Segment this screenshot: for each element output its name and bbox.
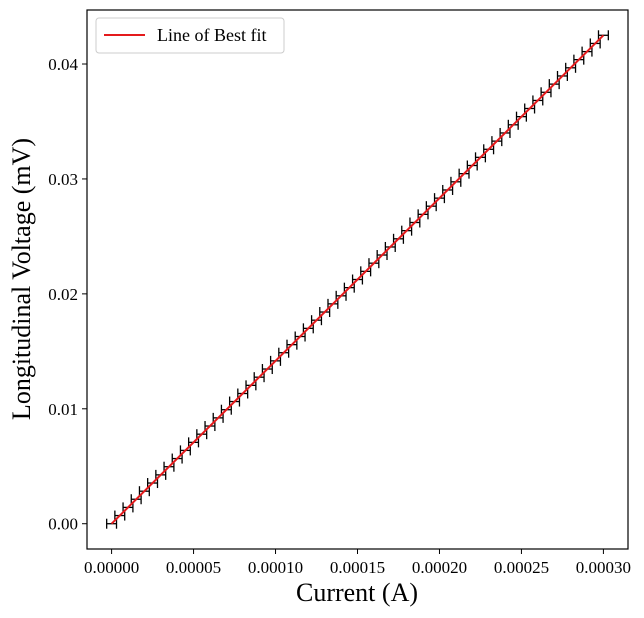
y-axis-ticks: 0.00 0.01 0.02 0.03 0.04	[48, 55, 87, 534]
y-axis-label: Longitudinal Voltage (mV)	[7, 138, 36, 420]
x-axis-ticks: 0.00000 0.00005 0.00010 0.00015 0.00020 0.000…	[84, 549, 631, 577]
legend-box	[95, 17, 285, 54]
x-tick-label: 0.00030	[576, 558, 631, 577]
plot-content	[106, 30, 609, 529]
x-tick-label: 0.00015	[330, 558, 385, 577]
y-tick-label: 0.02	[48, 285, 78, 304]
x-tick-label: 0.00000	[84, 558, 139, 577]
x-axis-label: Current (A)	[296, 578, 418, 607]
y-tick-label: 0.01	[48, 400, 78, 419]
legend-label: Line of Best fit	[157, 25, 266, 45]
y-tick-label: 0.00	[48, 515, 78, 534]
x-tick-label: 0.00020	[412, 558, 467, 577]
y-tick-label: 0.03	[48, 170, 78, 189]
x-tick-label: 0.00010	[248, 558, 303, 577]
x-tick-label: 0.00005	[166, 558, 221, 577]
y-tick-label: 0.04	[48, 55, 78, 74]
x-tick-label: 0.00025	[494, 558, 549, 577]
best-fit-line	[110, 34, 605, 525]
legend: Line of Best fit	[95, 17, 285, 54]
